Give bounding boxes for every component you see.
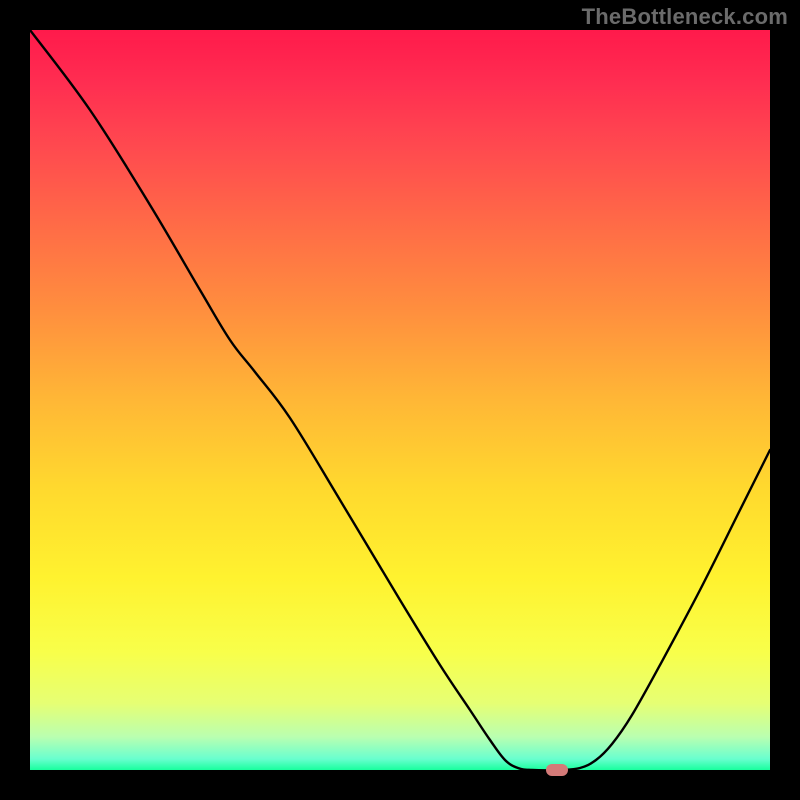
plot-svg	[0, 0, 800, 800]
plot-background	[30, 30, 770, 770]
watermark-text: TheBottleneck.com	[582, 4, 788, 30]
optimum-marker	[546, 764, 568, 776]
chart-frame: TheBottleneck.com	[0, 0, 800, 800]
